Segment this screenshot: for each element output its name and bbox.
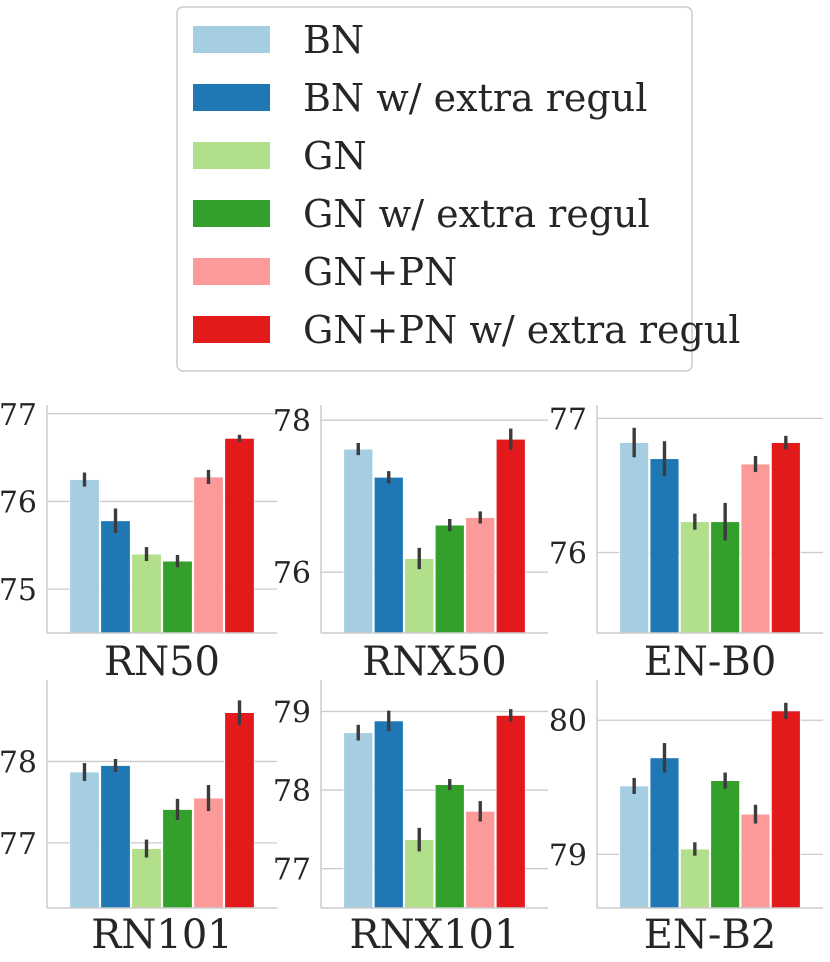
legend-label: GN bbox=[303, 134, 367, 178]
bar bbox=[131, 553, 162, 634]
x-axis-label: EN-B2 bbox=[644, 912, 777, 958]
bar bbox=[100, 765, 131, 909]
bar bbox=[495, 438, 526, 634]
y-tick-label: 78 bbox=[0, 745, 37, 780]
legend-swatch bbox=[193, 316, 270, 343]
bar bbox=[679, 521, 710, 634]
legend-label: BN bbox=[303, 18, 364, 62]
chart-panel: 77 78 RN101 bbox=[0, 680, 277, 958]
y-tick-label: 77 bbox=[0, 398, 37, 433]
bar bbox=[162, 560, 193, 634]
bar bbox=[770, 442, 801, 634]
bar bbox=[373, 476, 404, 634]
y-tick-label: 77 bbox=[0, 827, 37, 862]
x-axis-label: RNX50 bbox=[362, 639, 507, 685]
y-tick-label: 79 bbox=[273, 695, 311, 730]
bar bbox=[740, 463, 771, 634]
legend-swatch bbox=[193, 258, 270, 285]
bar bbox=[770, 710, 801, 909]
bar bbox=[131, 848, 162, 909]
bar bbox=[465, 517, 496, 634]
bar bbox=[465, 810, 496, 909]
bar bbox=[193, 476, 224, 634]
chart-panel: 77 78 79 RNX101 bbox=[273, 680, 548, 958]
y-tick-label: 76 bbox=[273, 556, 311, 591]
y-tick-label: 80 bbox=[549, 704, 587, 739]
chart-panels: 757677RN507678RNX507677EN-B07778RN101777… bbox=[0, 398, 823, 958]
bar bbox=[343, 448, 374, 634]
bar bbox=[373, 720, 404, 909]
bar bbox=[100, 520, 131, 634]
chart-panel: 79 80 EN-B2 bbox=[549, 680, 823, 958]
legend-swatch bbox=[193, 26, 270, 53]
bar bbox=[679, 848, 710, 909]
bar bbox=[434, 784, 465, 909]
bar bbox=[619, 442, 650, 634]
bar bbox=[224, 712, 255, 909]
bar bbox=[193, 797, 224, 909]
chart-panel: 76 77 EN-B0 bbox=[549, 402, 823, 685]
bar bbox=[224, 437, 255, 634]
y-tick-label: 76 bbox=[549, 537, 587, 572]
bar bbox=[495, 714, 526, 909]
bar bbox=[343, 732, 374, 909]
y-tick-label: 76 bbox=[0, 485, 37, 520]
y-tick-label: 79 bbox=[549, 838, 587, 873]
x-axis-label: RN50 bbox=[104, 639, 220, 685]
legend-label: GN w/ extra regul bbox=[303, 192, 650, 236]
bar bbox=[649, 757, 680, 909]
legend-swatch bbox=[193, 84, 270, 111]
x-axis-label: RNX101 bbox=[350, 912, 520, 958]
bar bbox=[404, 558, 435, 634]
y-tick-label: 78 bbox=[273, 774, 311, 809]
chart-panel: 76 78 RNX50 bbox=[273, 404, 548, 685]
x-axis-label: EN-B0 bbox=[644, 639, 777, 685]
bar bbox=[162, 809, 193, 909]
legend-label: GN+PN bbox=[303, 250, 457, 294]
bar bbox=[740, 813, 771, 909]
bar bbox=[619, 785, 650, 909]
bar bbox=[69, 771, 100, 909]
legend-label: GN+PN w/ extra regul bbox=[303, 308, 740, 352]
x-axis-label: RN101 bbox=[91, 912, 232, 958]
chart-panel: 75 76 77 RN50 bbox=[0, 398, 277, 685]
legend-frame bbox=[176, 6, 693, 372]
y-tick-label: 77 bbox=[273, 853, 311, 888]
bar bbox=[69, 479, 100, 634]
bar bbox=[434, 524, 465, 634]
y-tick-label: 78 bbox=[273, 404, 311, 439]
bar bbox=[710, 780, 741, 909]
y-tick-label: 77 bbox=[549, 402, 587, 437]
legend: BN BN w/ extra regul GN GN w/ extra regul GN… bbox=[176, 6, 740, 372]
legend-label: BN w/ extra regul bbox=[303, 76, 647, 120]
bar bbox=[649, 458, 680, 634]
legend-swatch bbox=[193, 200, 270, 227]
y-tick-label: 75 bbox=[0, 573, 37, 608]
legend-swatch bbox=[193, 142, 270, 169]
